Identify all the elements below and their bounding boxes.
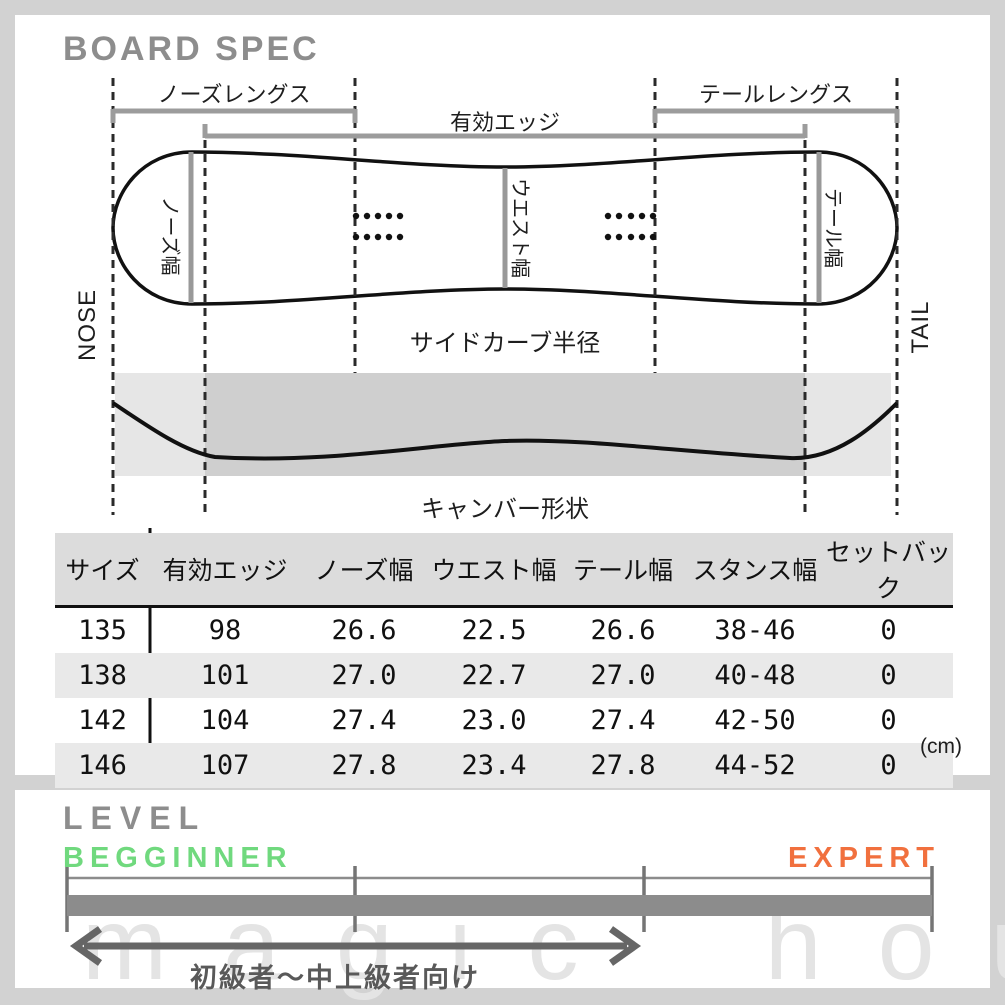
table-row: 138 101 27.0 22.7 27.0 40-48 0 bbox=[55, 653, 953, 698]
spec-cell: 26.6 bbox=[590, 615, 656, 646]
nose-length-label: ノーズレングス bbox=[157, 82, 311, 107]
spec-column-header: ノーズ幅 bbox=[300, 533, 428, 608]
level-bar bbox=[67, 895, 932, 916]
effective-edge-bracket bbox=[202, 124, 808, 139]
spec-cell: 27.4 bbox=[590, 705, 656, 736]
camber-band-effective-edge bbox=[205, 373, 805, 476]
level-begginner-label: BEGGINNER bbox=[63, 842, 293, 874]
spec-cell: 146 bbox=[78, 750, 127, 781]
nose-length-bracket bbox=[110, 108, 358, 123]
effective-edge-label: 有効エッジ bbox=[449, 110, 560, 135]
level-range-arrow bbox=[69, 926, 642, 966]
tail-width-label: テール幅 bbox=[821, 188, 844, 268]
measure-guide-lines bbox=[111, 78, 899, 515]
spec-cell: 0 bbox=[880, 750, 897, 781]
tail-end-label: TAIL bbox=[907, 300, 934, 354]
level-title: LEVEL bbox=[63, 800, 207, 836]
spec-cell: 101 bbox=[200, 660, 250, 691]
spec-cell: 26.6 bbox=[331, 615, 397, 646]
spec-column-header: ウエスト幅 bbox=[428, 533, 560, 608]
spec-cell: 27.0 bbox=[590, 660, 656, 691]
spec-cell: 40-48 bbox=[714, 660, 796, 691]
spec-cell: 98 bbox=[208, 615, 242, 646]
spec-column-header: サイズ bbox=[55, 533, 150, 608]
level-panel bbox=[15, 790, 990, 988]
tail-length-label: テールレングス bbox=[698, 82, 853, 107]
nose-width-label: ノーズ幅 bbox=[158, 196, 181, 276]
spec-cell: 27.8 bbox=[590, 750, 656, 781]
insert-dots-right bbox=[604, 212, 657, 241]
spec-cell: 27.0 bbox=[331, 660, 397, 691]
insert-dots-left bbox=[352, 212, 404, 241]
spec-cell: 27.8 bbox=[331, 750, 397, 781]
board-spec-title: BOARD SPEC bbox=[63, 30, 320, 68]
spec-cell: 138 bbox=[78, 660, 127, 691]
spec-column-header: テール幅 bbox=[560, 533, 686, 608]
table-row: 135 98 26.6 22.5 26.6 38-46 0 bbox=[55, 607, 953, 654]
spec-cell: 23.0 bbox=[461, 705, 527, 736]
spec-cell: 0 bbox=[880, 660, 897, 691]
spec-cell: 44-52 bbox=[714, 750, 796, 781]
table-unit-label: (cm) bbox=[920, 735, 962, 758]
tail-length-bracket bbox=[652, 108, 900, 123]
spec-column-header: 有効エッジ bbox=[150, 533, 300, 608]
spec-cell: 142 bbox=[78, 705, 127, 736]
sidecut-radius-label: サイドカーブ半径 bbox=[409, 330, 601, 357]
waist-width-label: ウエスト幅 bbox=[508, 178, 531, 278]
level-expert-label: EXPERT bbox=[787, 842, 940, 874]
spec-cell: 107 bbox=[200, 750, 250, 781]
spec-cell: 0 bbox=[880, 615, 897, 646]
spec-cell: 135 bbox=[78, 615, 127, 646]
spec-cell: 0 bbox=[880, 705, 897, 736]
spec-table: サイズ 有効エッジ ノーズ幅 ウエスト幅 テール幅 スタンス幅 セットバック 135 98 26… bbox=[55, 533, 953, 788]
spec-column-header: セットバック bbox=[824, 533, 953, 608]
spec-cell: 38-46 bbox=[714, 615, 796, 646]
nose-end-label: NOSE bbox=[74, 288, 101, 362]
spec-cell: 22.7 bbox=[461, 660, 527, 691]
level-caption: 初級者〜中上級者向け bbox=[190, 963, 480, 993]
table-row: 146 107 27.8 23.4 27.8 44-52 0 bbox=[55, 743, 953, 788]
camber-curve bbox=[111, 401, 899, 461]
spec-column-header: スタンス幅 bbox=[686, 533, 824, 608]
spec-cell: 22.5 bbox=[461, 615, 527, 646]
camber-shape-label: キャンバー形状 bbox=[421, 496, 589, 523]
spec-table-header-row: サイズ 有効エッジ ノーズ幅 ウエスト幅 テール幅 スタンス幅 セットバック bbox=[55, 533, 953, 608]
spec-cell: 23.4 bbox=[461, 750, 527, 781]
spec-cell: 27.4 bbox=[331, 705, 397, 736]
table-row: 142 104 27.4 23.0 27.4 42-50 0 bbox=[55, 698, 953, 743]
spec-cell: 42-50 bbox=[714, 705, 796, 736]
spec-table-body: 135 98 26.6 22.5 26.6 38-46 0 138 101 27.0 22.7 27.… bbox=[55, 607, 953, 788]
spec-cell: 104 bbox=[200, 705, 250, 736]
